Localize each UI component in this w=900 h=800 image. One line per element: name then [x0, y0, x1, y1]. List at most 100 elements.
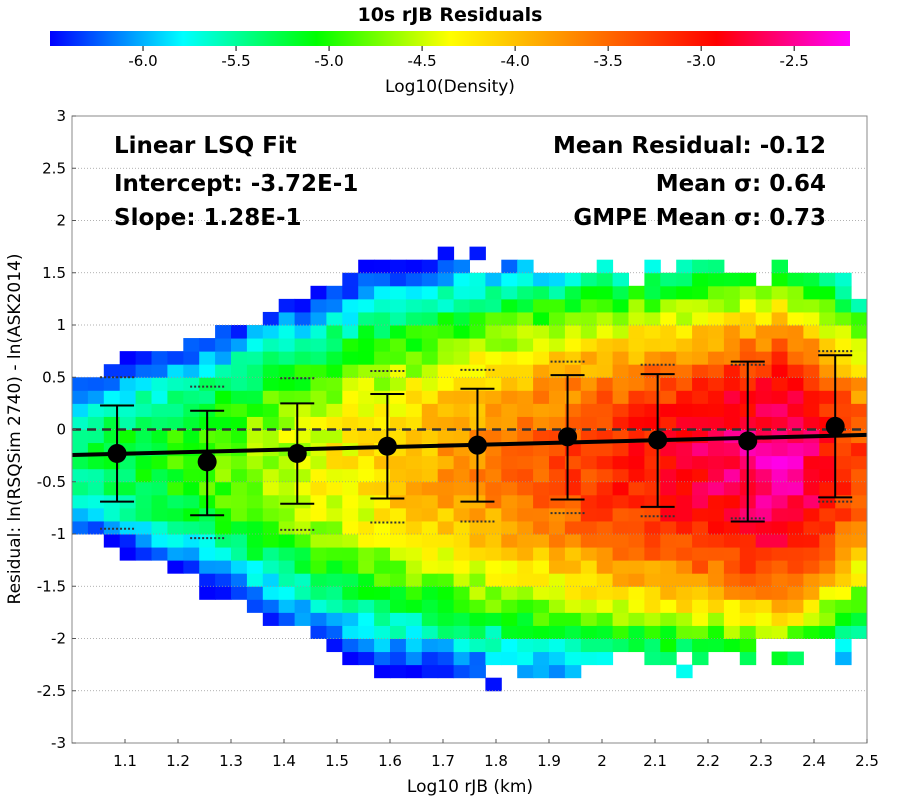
- heatmap-cell: [326, 534, 343, 548]
- heatmap-cell: [405, 534, 423, 548]
- heatmap-cell: [135, 377, 152, 391]
- heatmap-cell: [612, 285, 629, 300]
- heatmap-cell: [485, 599, 502, 613]
- heatmap-cell: [787, 560, 804, 574]
- heatmap-cell: [533, 351, 550, 365]
- heatmap-cell: [151, 403, 168, 417]
- bin-mean-point: [467, 435, 487, 455]
- heatmap-cell: [421, 625, 439, 639]
- heatmap-cell: [310, 625, 327, 639]
- heatmap-cell: [72, 481, 89, 496]
- heatmap-cell: [819, 285, 836, 300]
- heatmap-cell: [596, 534, 614, 548]
- heatmap-cell: [723, 416, 741, 430]
- heatmap-cell: [405, 272, 423, 287]
- heatmap-cell: [851, 468, 867, 483]
- heatmap-cell: [803, 455, 820, 470]
- heatmap-cell: [374, 325, 391, 339]
- heatmap-cell: [421, 638, 439, 653]
- x-tick-label: 2.2: [696, 752, 720, 770]
- heatmap-cell: [755, 403, 773, 417]
- heatmap-cell: [151, 416, 168, 430]
- heatmap-cell: [326, 468, 343, 483]
- heatmap-cell: [421, 338, 439, 352]
- heatmap-cell: [835, 351, 852, 365]
- heatmap-cell: [342, 612, 359, 626]
- heatmap-cell: [803, 507, 820, 522]
- heatmap-cell: [580, 285, 598, 300]
- heatmap-cell: [294, 481, 311, 496]
- heatmap-cell: [612, 351, 629, 365]
- heatmap-cell: [310, 573, 327, 587]
- heatmap-cell: [453, 416, 470, 430]
- heatmap-cell: [167, 547, 184, 561]
- heatmap-cell: [294, 298, 311, 313]
- heatmap-cell: [771, 338, 788, 352]
- binned-means: [100, 350, 853, 540]
- heatmap-cell: [246, 547, 264, 561]
- heatmap-cell: [851, 311, 867, 326]
- heatmap-cell: [501, 364, 518, 378]
- heatmap-cell: [533, 364, 550, 378]
- heatmap-cell: [517, 416, 534, 430]
- heatmap-cell: [708, 612, 725, 626]
- heatmap-cell: [708, 338, 725, 352]
- heatmap-cell: [819, 298, 836, 313]
- x-tick-label: 2.1: [643, 752, 667, 770]
- heatmap-cell: [533, 390, 550, 404]
- heatmap-cell: [851, 573, 867, 587]
- heatmap-cell: [390, 259, 407, 274]
- heatmap-cell: [199, 364, 216, 378]
- colorbar-tick-label: -4.0: [500, 52, 529, 70]
- bin-mean-point: [648, 430, 668, 450]
- heatmap-cell: [278, 390, 296, 404]
- heatmap-cell: [374, 560, 391, 574]
- heatmap-cell: [580, 298, 598, 313]
- heatmap-cell: [485, 351, 502, 365]
- heatmap-cell: [628, 285, 645, 300]
- heatmap-cell: [501, 259, 518, 274]
- heatmap-cell: [246, 390, 264, 404]
- heatmap-cell: [676, 625, 693, 639]
- heatmap-cell: [326, 507, 343, 522]
- heatmap-cell: [501, 586, 518, 600]
- heatmap-cell: [596, 455, 614, 470]
- heatmap-cell: [549, 351, 566, 365]
- heatmap-cell: [278, 573, 296, 587]
- heatmap-cell: [310, 507, 327, 522]
- heatmap-cell: [405, 468, 423, 483]
- heatmap-cell: [803, 416, 820, 430]
- heatmap-cell: [660, 586, 677, 600]
- heatmap-cell: [405, 664, 423, 679]
- heatmap-cell: [803, 442, 820, 457]
- heatmap-cell: [628, 494, 645, 509]
- heatmap-cell: [358, 651, 375, 666]
- heatmap-cell: [421, 259, 439, 274]
- heatmap-cell: [437, 259, 455, 274]
- heatmap-cell: [517, 285, 534, 300]
- heatmap-cell: [358, 403, 375, 417]
- heatmap-cell: [469, 534, 486, 548]
- x-tick-label: 1.5: [325, 752, 349, 770]
- heatmap-cell: [183, 534, 200, 548]
- heatmap-cell: [262, 364, 280, 378]
- heatmap-cell: [135, 429, 152, 444]
- heatmap-cell: [533, 573, 550, 587]
- heatmap-cell: [803, 364, 820, 378]
- heatmap-cell: [342, 455, 359, 470]
- heatmap-cell: [390, 311, 407, 326]
- heatmap-cell: [167, 351, 184, 365]
- heatmap-cell: [835, 455, 852, 470]
- heatmap-cell: [596, 259, 614, 274]
- heatmap-cell: [660, 416, 677, 430]
- heatmap-cell: [708, 442, 725, 457]
- heatmap-cell: [644, 560, 661, 574]
- heatmap-cell: [851, 416, 867, 430]
- heatmap-cell: [294, 377, 311, 391]
- heatmap-cell: [628, 325, 645, 339]
- heatmap-cell: [628, 625, 645, 639]
- heatmap-cell: [692, 507, 709, 522]
- heatmap-cell: [437, 377, 455, 391]
- heatmap-cell: [851, 403, 867, 417]
- heatmap-cell: [517, 494, 534, 509]
